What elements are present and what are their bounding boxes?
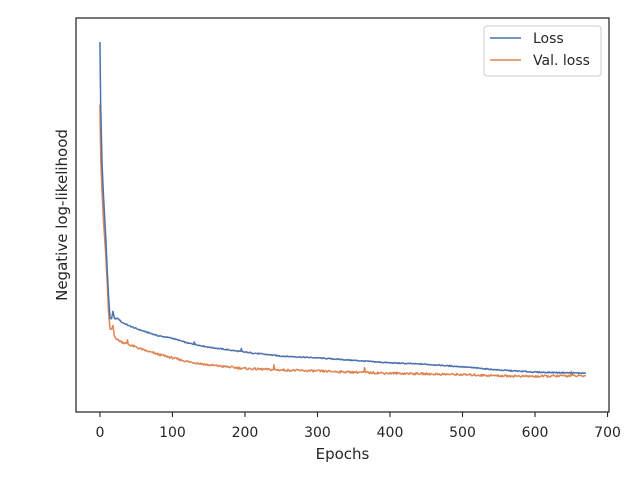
legend-label-loss: Loss [533, 31, 564, 47]
plot-area [75, 17, 610, 413]
x-tick-label: 500 [449, 425, 476, 441]
legend: Loss Val. loss [483, 25, 602, 77]
x-tick-label: 700 [594, 425, 621, 441]
x-tick-label: 600 [522, 425, 549, 441]
legend-label-val-loss: Val. loss [533, 53, 590, 69]
x-axis-label: Epochs [316, 445, 370, 463]
series-line-loss [99, 42, 587, 375]
x-tick-label: 400 [377, 425, 404, 441]
series-line-val-loss [99, 104, 587, 378]
x-tick-label: 200 [232, 425, 259, 441]
x-tick-label: 100 [159, 425, 186, 441]
x-tick-label: 300 [304, 425, 331, 441]
x-axis-ticks: 0 100 200 300 400 500 600 700 [95, 412, 621, 441]
x-tick-label: 0 [95, 425, 104, 441]
y-axis-label: Negative log-likelihood [53, 129, 71, 301]
series-layer [99, 42, 587, 378]
